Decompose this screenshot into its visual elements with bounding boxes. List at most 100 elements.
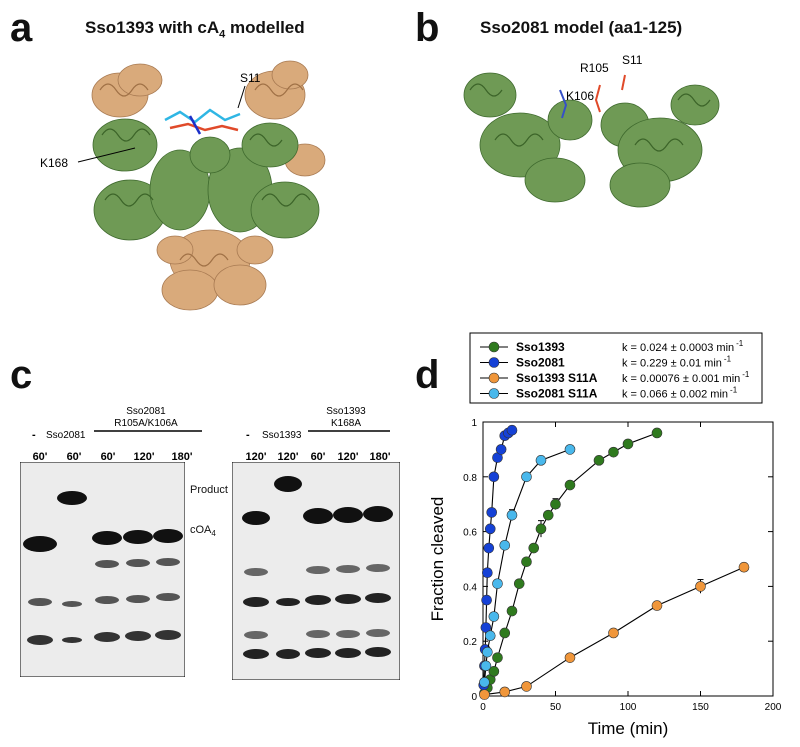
legend-rate-exponent: -1 xyxy=(724,355,732,364)
data-point xyxy=(651,427,663,439)
data-point xyxy=(651,600,663,611)
gel2-header: - Sso1393 Sso1393 K168A 120' 120' 60' 12… xyxy=(246,406,391,463)
data-point xyxy=(521,471,532,483)
gel2-lane-label-wt: Sso1393 xyxy=(262,430,302,441)
s11-label-b: S11 xyxy=(622,53,643,67)
panel-a-letter: a xyxy=(10,6,33,50)
data-point xyxy=(488,611,500,622)
s11-label-a: S11 xyxy=(240,71,261,85)
data-point xyxy=(479,676,490,688)
legend-rate-exponent: -1 xyxy=(736,339,744,348)
gel2-dash: - xyxy=(246,429,250,441)
data-point xyxy=(480,622,492,633)
gel2-time-1: 120' xyxy=(246,451,267,463)
gel2-mutant-label-line2: K168A xyxy=(331,418,361,429)
gel1-time-2: 60' xyxy=(67,451,82,463)
coa4-label-subscript: 4 xyxy=(211,529,216,539)
gel1-dash: - xyxy=(32,429,36,441)
gel1-time-5: 180' xyxy=(172,451,193,463)
data-point xyxy=(513,578,525,589)
x-tick-label: 150 xyxy=(692,702,709,713)
data-point xyxy=(506,424,518,436)
gel1-header: - Sso2081 Sso2081 R105A/K106A 60' 60' 60… xyxy=(32,406,202,463)
legend-rate-exponent: -1 xyxy=(730,386,738,395)
data-point xyxy=(738,561,750,573)
data-point xyxy=(484,630,496,642)
data-point xyxy=(521,556,532,568)
data-point xyxy=(480,660,492,672)
data-point xyxy=(622,438,634,450)
gel1-mutant-label-line2: R105A/K106A xyxy=(114,418,178,429)
data-point xyxy=(486,507,497,518)
data-point xyxy=(608,446,619,458)
gel2-time-3: 60' xyxy=(311,451,326,463)
product-label: Product xyxy=(190,484,228,496)
x-tick-label: 50 xyxy=(550,702,562,713)
x-axis-label: Time (min) xyxy=(588,719,669,738)
panel-b-letter: b xyxy=(415,6,440,50)
data-point xyxy=(499,686,511,698)
panel-a-title-tail: modelled xyxy=(225,18,305,37)
legend-series-name: Sso2081 xyxy=(516,356,565,370)
gel1-mutant-label-line1: Sso2081 xyxy=(126,406,166,417)
data-point xyxy=(482,567,493,578)
legend-rate: k = 0.066 ± 0.002 min xyxy=(622,389,728,401)
y-tick-label: 0 xyxy=(471,692,477,703)
gel2-image xyxy=(232,462,400,680)
gel1-time-4: 120' xyxy=(134,451,155,463)
gel2-mutant-label-line1: Sso1393 xyxy=(326,406,366,417)
data-point xyxy=(564,652,576,663)
y-tick-label: 0.6 xyxy=(463,528,477,539)
data-point xyxy=(528,542,540,554)
data-point xyxy=(492,578,503,589)
data-point xyxy=(482,646,493,658)
data-point xyxy=(499,540,511,551)
data-point xyxy=(608,627,619,639)
legend-rate: k = 0.00076 ± 0.001 min xyxy=(622,373,740,385)
legend-rate: k = 0.229 ± 0.01 min xyxy=(622,358,722,370)
data-point xyxy=(535,523,547,535)
y-tick-label: 1 xyxy=(471,418,477,429)
panel-a-title-main: Sso1393 with cA xyxy=(85,18,220,37)
legend-marker xyxy=(488,388,500,399)
data-point xyxy=(495,444,507,455)
data-point xyxy=(499,627,511,639)
data-point xyxy=(481,594,492,606)
legend-marker xyxy=(488,341,500,353)
legend-series-name: Sso1393 S11A xyxy=(516,371,598,385)
legend-series-name: Sso2081 S11A xyxy=(516,387,598,401)
legend-box xyxy=(469,332,763,404)
x-tick-label: 0 xyxy=(480,702,486,713)
r105-label: R105 xyxy=(580,61,609,75)
gel1-time-1: 60' xyxy=(33,451,48,463)
panel-a-title-subscript: 4 xyxy=(219,28,226,41)
data-point xyxy=(488,471,500,483)
sso2081-structure-image: R105 S11 K106 xyxy=(463,53,720,208)
k106-label: K106 xyxy=(566,89,594,103)
sso1393-structure-image: S11 K168 xyxy=(40,60,326,311)
data-point xyxy=(593,455,605,466)
data-point xyxy=(506,605,518,617)
legend-marker xyxy=(488,357,500,368)
data-point xyxy=(484,523,496,535)
data-point xyxy=(479,689,490,700)
legend-series-name: Sso1393 xyxy=(516,340,565,354)
panel-b-title: Sso2081 model (aa1-125) xyxy=(480,18,683,37)
y-tick-label: 0.2 xyxy=(463,637,477,648)
gel1-lane-label-wt: Sso2081 xyxy=(46,430,86,441)
panel-d-letter: d xyxy=(415,353,440,397)
gel1-image xyxy=(20,462,185,677)
data-point xyxy=(521,681,532,692)
coa4-label-main: cOA xyxy=(190,524,212,536)
gel2-time-5: 180' xyxy=(370,451,391,463)
coa4-label: cOA4 xyxy=(190,524,216,538)
legend-marker xyxy=(488,372,500,384)
data-point xyxy=(542,509,554,521)
chart-axes: 0 50 100 150 200 0 0.2 0.4 0.6 0.8 1 Time (min) Frac… xyxy=(428,418,782,738)
x-tick-label: 100 xyxy=(620,702,637,713)
gel2-time-2: 120' xyxy=(278,451,299,463)
k168-label: K168 xyxy=(40,156,68,170)
data-point xyxy=(550,498,561,510)
data-point xyxy=(492,652,503,663)
